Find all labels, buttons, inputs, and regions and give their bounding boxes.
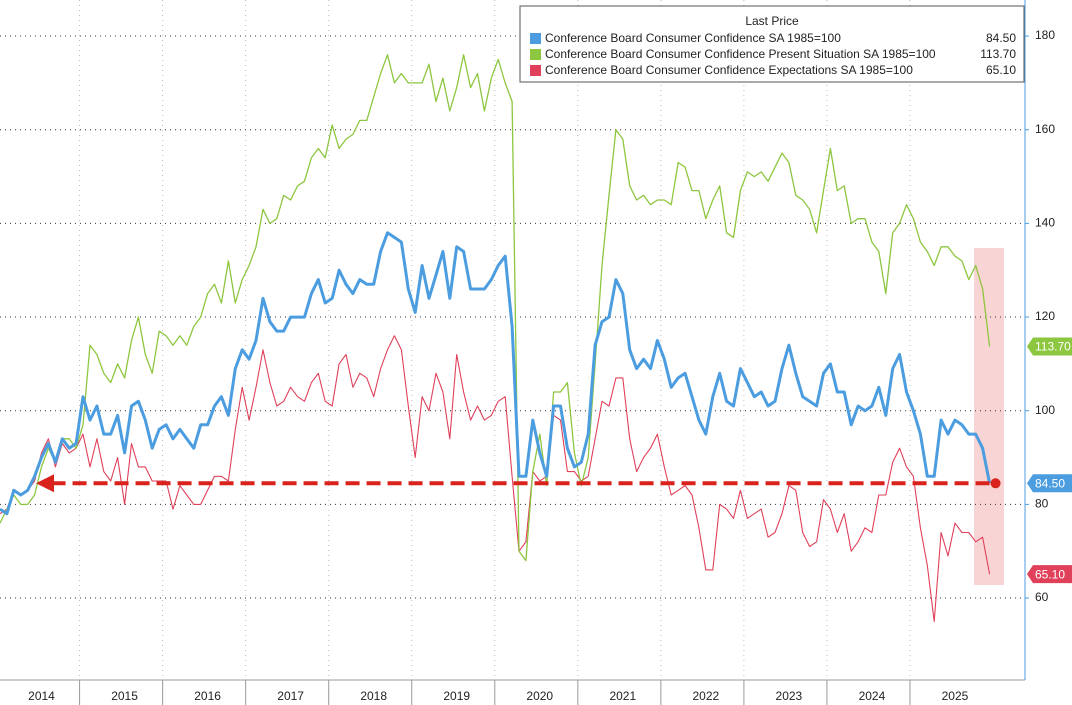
y-tick-label: 140 (1035, 216, 1055, 230)
reference-arrowhead (36, 474, 54, 493)
y-tick-label: 120 (1035, 309, 1055, 323)
legend-label: Conference Board Consumer Confidence Exp… (545, 63, 913, 77)
x-tick-label: 2024 (859, 689, 886, 703)
x-tick-label: 2016 (194, 689, 221, 703)
y-tick-label: 80 (1035, 497, 1049, 511)
reference-point (990, 478, 1001, 489)
x-tick-label: 2020 (526, 689, 553, 703)
y-axis: 60 80 100 120 140 160 180 (1024, 0, 1055, 680)
x-tick-label: 2018 (360, 689, 387, 703)
legend-value: 65.10 (986, 63, 1016, 77)
x-tick-label: 2025 (942, 689, 969, 703)
legend-label: Conference Board Consumer Confidence SA … (545, 31, 841, 45)
legend-swatch (530, 33, 541, 44)
x-tick-label: 2017 (277, 689, 304, 703)
grid (0, 0, 1025, 680)
legend: Last Price Conference Board Consumer Con… (519, 5, 1025, 83)
series-line (0, 231, 992, 516)
x-tick-label: 2023 (776, 689, 803, 703)
series-line (0, 335, 991, 623)
x-tick-label: 2022 (692, 689, 719, 703)
y-tick-label: 100 (1035, 403, 1055, 417)
y-tick-label: 180 (1035, 28, 1055, 42)
value-tag (1027, 337, 1072, 356)
x-tick-label: 2021 (609, 689, 636, 703)
x-tick-label: 2019 (443, 689, 470, 703)
value-tag-label: 113.70 (1035, 340, 1071, 354)
value-tag (1027, 565, 1072, 584)
legend-swatch (530, 65, 541, 76)
legend-value: 113.70 (980, 47, 1016, 61)
legend-label: Conference Board Consumer Confidence Pre… (545, 47, 936, 61)
y-tick-label: 160 (1035, 122, 1055, 136)
x-tick-label: 2015 (111, 689, 138, 703)
series-line (0, 54, 991, 562)
value-tag-label: 65.10 (1035, 567, 1065, 581)
lines (0, 54, 992, 623)
value-tag-label: 84.50 (1035, 476, 1065, 490)
x-axis: 2014 2015 2016 2017 2018 2019 2020 2021 2022 2023… (0, 679, 1025, 705)
value-tag (1027, 474, 1072, 493)
highlight-band (974, 248, 1004, 585)
legend-box (519, 5, 1025, 83)
legend-title: Last Price (745, 14, 799, 28)
x-tick-label: 2014 (28, 689, 55, 703)
y-tick-label: 60 (1035, 590, 1049, 604)
legend-value: 84.50 (986, 31, 1016, 45)
legend-swatch (530, 49, 541, 60)
